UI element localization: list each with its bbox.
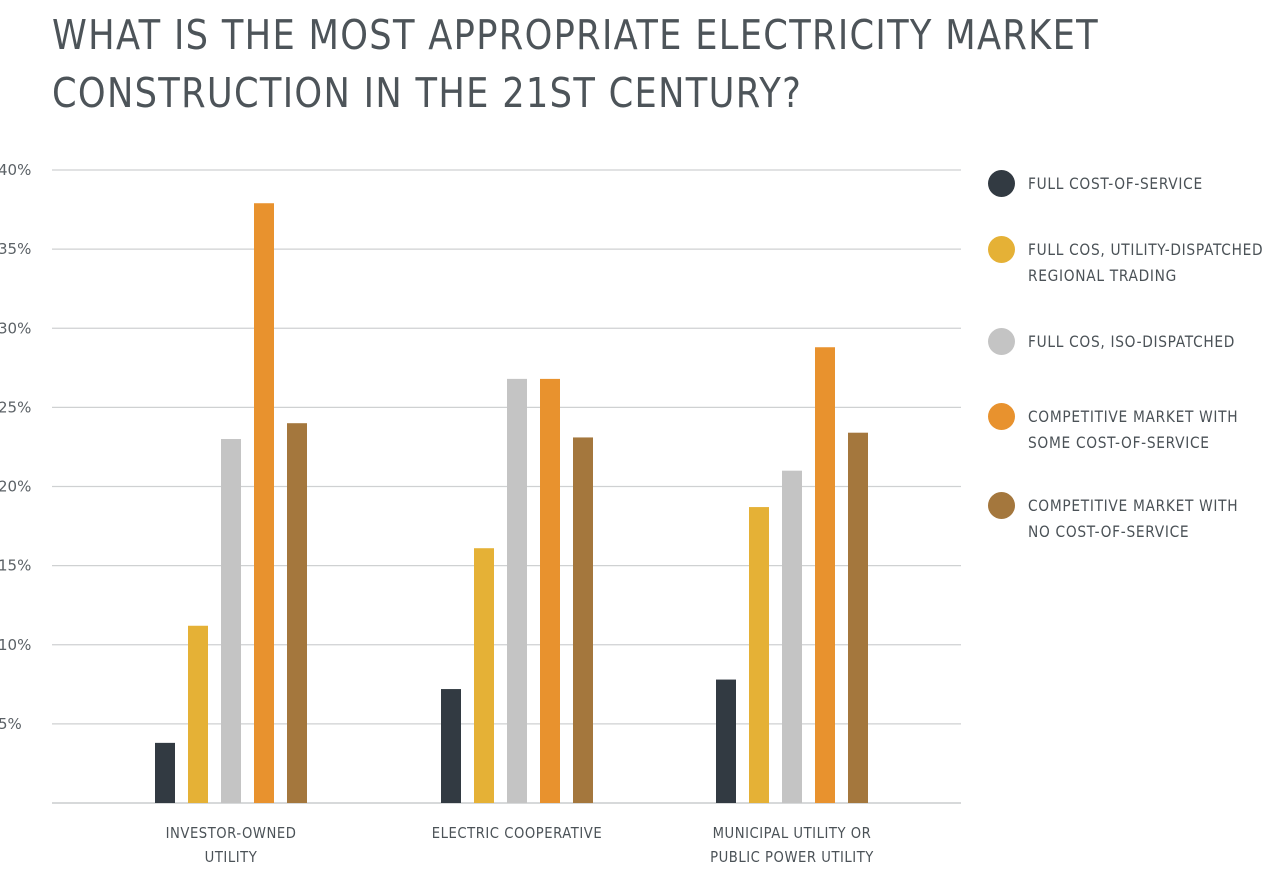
legend-swatch [988,403,1015,430]
bar [540,378,560,803]
y-tick-label: 15% [0,557,31,575]
y-tick-label: 35% [0,240,31,258]
legend-label: FULL COS, UTILITY-DISPATCHED REGIONAL TR… [1028,240,1264,285]
legend-item: FULL COS, UTILITY-DISPATCHED REGIONAL TR… [988,236,1280,289]
bar [287,423,307,803]
x-category-label: MUNICIPAL UTILITY OR [713,825,872,842]
legend-label: FULL COS, ISO-DISPATCHED [1028,332,1236,351]
legend-swatch [988,328,1015,355]
y-tick-label: 30% [0,319,31,337]
x-category-label: INVESTOR-OWNED [166,825,297,842]
x-category-label: ELECTRIC COOPERATIVE [432,825,602,842]
y-tick-label: 10% [0,636,31,654]
bar [441,689,461,803]
x-category-label: UTILITY [205,849,258,866]
y-tick-label: 20% [0,478,31,496]
bar [254,203,274,804]
chart-title-line-1: WHAT IS THE MOST APPROPRIATE ELECTRICITY… [52,11,1099,59]
legend-item: FULL COST-OF-SERVICE [988,170,1280,197]
bar [848,432,868,803]
y-tick-label: 25% [0,398,31,416]
legend-item: COMPETITIVE MARKET WITH NO COST-OF-SERVI… [988,492,1280,545]
bar [221,439,241,803]
bar [573,437,593,803]
legend-swatch [988,492,1015,519]
legend-label: COMPETITIVE MARKET WITH SOME COST-OF-SER… [1028,407,1239,452]
bar [188,625,208,803]
y-tick-label: 5% [0,715,22,733]
legend-label: COMPETITIVE MARKET WITH NO COST-OF-SERVI… [1028,496,1239,541]
bar [815,347,835,803]
bar [716,679,736,803]
chart-title: WHAT IS THE MOST APPROPRIATE ELECTRICITY… [52,6,1232,122]
legend-item: COMPETITIVE MARKET WITH SOME COST-OF-SER… [988,403,1280,456]
bar [155,742,175,803]
chart-title-line-2: CONSTRUCTION IN THE 21ST CENTURY? [52,69,803,117]
legend-item: FULL COS, ISO-DISPATCHED [988,328,1280,355]
bar [749,507,769,803]
legend-label: FULL COST-OF-SERVICE [1028,174,1203,193]
bar [507,378,527,803]
bar-chart: 5% 10% 15% 20% 25% 30% 35% 40% INVESTOR-OWNED UTI… [0,161,961,866]
legend-swatch [988,170,1015,197]
y-tick-label: 40% [0,161,31,179]
bar [782,470,802,803]
legend-swatch [988,236,1015,263]
x-category-label: PUBLIC POWER UTILITY [710,849,874,866]
bar [474,548,494,803]
